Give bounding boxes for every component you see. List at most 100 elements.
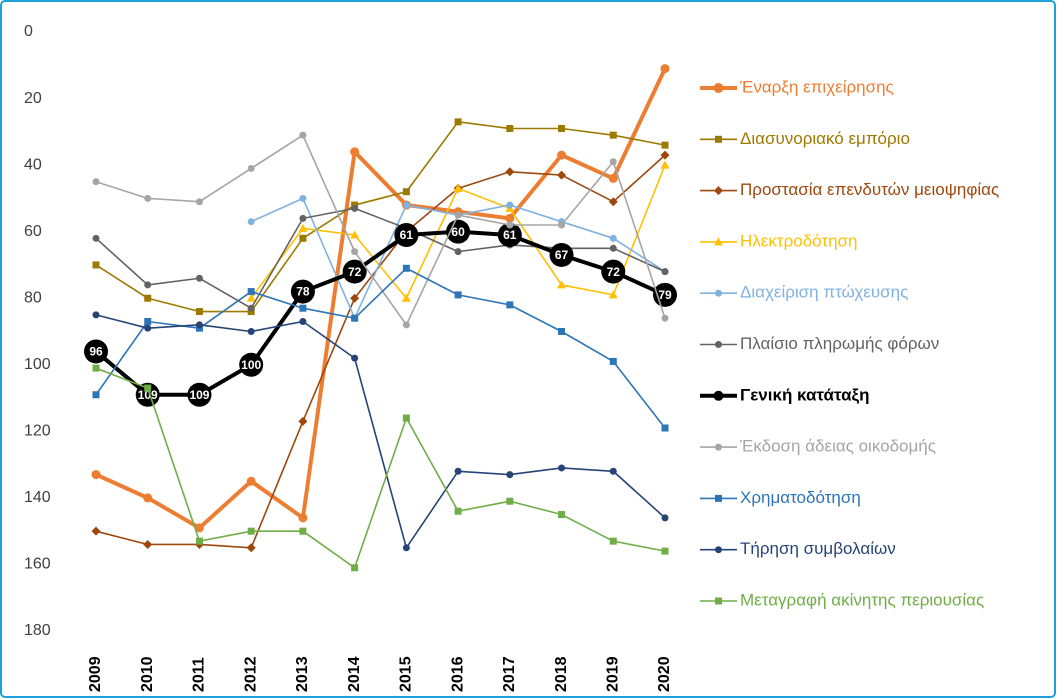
data-point [661, 314, 669, 322]
data-label: 60 [451, 225, 465, 239]
y-tick-label: 60 [24, 223, 42, 240]
data-point [144, 194, 152, 202]
data-point [92, 391, 100, 399]
data-point [247, 218, 255, 226]
data-point [505, 167, 515, 177]
data-point [506, 125, 514, 133]
data-point [661, 514, 669, 522]
data-point [661, 141, 669, 149]
data-point [144, 324, 152, 332]
data-point [609, 131, 617, 139]
data-point [298, 223, 308, 232]
data-point [549, 242, 574, 267]
data-point [350, 293, 360, 303]
y-tick-label: 20 [24, 90, 42, 107]
data-point [144, 384, 152, 392]
data-point [194, 523, 204, 533]
data-point [558, 125, 566, 133]
data-label: 61 [503, 228, 517, 242]
data-point [351, 564, 359, 572]
data-point [299, 234, 307, 242]
data-point [195, 537, 203, 545]
x-tick-label: 2020 [656, 656, 673, 692]
y-tick-label: 140 [24, 489, 51, 506]
legend-marker [715, 597, 722, 605]
x-tick-label: 2019 [604, 656, 621, 692]
data-point [402, 188, 410, 196]
data-point [350, 147, 360, 157]
data-point [298, 416, 308, 426]
legend-marker [715, 341, 722, 348]
data-point [299, 194, 307, 202]
data-label: 96 [89, 345, 103, 359]
data-point [506, 221, 514, 229]
data-point [454, 211, 462, 219]
data-point [506, 201, 514, 209]
series-line [95, 154, 666, 549]
series-line [95, 121, 666, 313]
data-point [454, 291, 462, 299]
x-tick-label: 2011 [191, 657, 208, 692]
data-point [497, 222, 522, 247]
data-point [609, 234, 617, 242]
data-point [608, 197, 618, 207]
data-point [401, 293, 411, 302]
legend-label: Ηλεκτροδότηση [740, 231, 858, 250]
data-point [92, 261, 100, 269]
data-point [601, 259, 626, 284]
data-point [609, 357, 617, 365]
data-point [454, 118, 462, 126]
x-tick-label: 2017 [501, 656, 518, 692]
data-label: 109 [189, 388, 209, 402]
legend-marker [715, 289, 722, 297]
data-point [402, 264, 410, 272]
data-label: 78 [296, 285, 310, 299]
x-tick-label: 2010 [139, 656, 156, 692]
data-point [661, 424, 669, 432]
data-label: 100 [241, 358, 261, 372]
y-tick-label: 40 [24, 156, 42, 173]
legend-marker [714, 186, 723, 196]
legend-marker [715, 135, 722, 143]
data-point [246, 293, 256, 302]
data-point [246, 543, 256, 553]
data-point [608, 290, 618, 299]
data-point [299, 527, 307, 535]
legend-label: Έκδοση άδειας οικοδομής [739, 437, 936, 456]
data-label: 79 [658, 288, 672, 302]
data-point [505, 213, 515, 223]
data-point [446, 219, 471, 244]
legend-label: Πλαίσιο πληρωμής φόρων [740, 334, 939, 353]
data-point [351, 204, 359, 212]
data-point [299, 214, 307, 222]
data-point [402, 544, 410, 552]
legend-label: Γενική κατάταξη [740, 385, 870, 404]
data-point [402, 201, 410, 209]
data-point [506, 471, 514, 479]
data-point [661, 547, 669, 555]
data-point [247, 527, 255, 535]
legend-label: Μεταγραφή ακίνητης περιουσίας [740, 590, 984, 609]
y-tick-label: 160 [24, 556, 51, 573]
data-point [394, 222, 419, 247]
legend-marker [715, 494, 722, 502]
data-label: 67 [555, 248, 569, 262]
data-point [247, 304, 255, 312]
x-tick-label: 2014 [346, 656, 363, 692]
legend-label: Τήρηση συμβολαίων [740, 539, 896, 558]
x-tick-label: 2018 [553, 656, 570, 692]
x-tick-label: 2015 [398, 656, 415, 692]
data-point [660, 160, 670, 169]
y-tick-label: 80 [24, 289, 42, 306]
data-point [557, 150, 567, 160]
data-point [609, 158, 617, 166]
legend-label: Διαχείριση πτώχευσης [740, 283, 908, 302]
legend-marker [714, 237, 723, 246]
series-line [95, 314, 666, 549]
data-point [506, 301, 514, 309]
data-point [557, 170, 567, 180]
series-line [95, 134, 666, 326]
x-tick-label: 2013 [294, 656, 311, 692]
